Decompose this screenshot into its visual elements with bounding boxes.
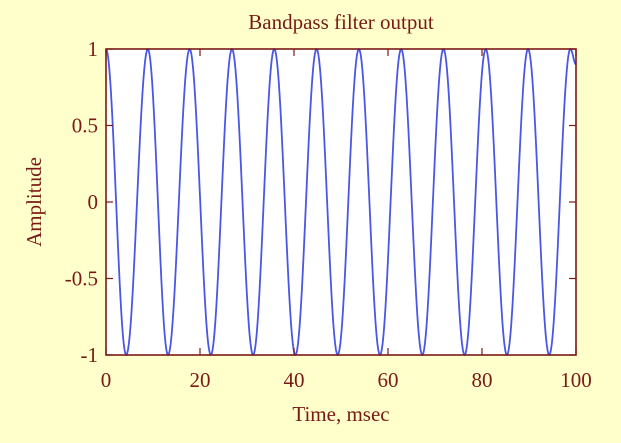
y-tick-label: 0 — [88, 190, 99, 214]
y-tick-label: -0.5 — [65, 267, 98, 291]
chart-title: Bandpass filter output — [248, 10, 434, 34]
plot-area — [106, 49, 576, 355]
x-tick-label: 0 — [101, 368, 112, 392]
x-tick-label: 20 — [190, 368, 211, 392]
x-tick-label: 100 — [560, 368, 592, 392]
series-line-1 — [105, 48, 577, 356]
x-axis-label: Time, msec — [292, 402, 389, 426]
y-tick-label: 0.5 — [72, 114, 98, 138]
x-tick-label: 40 — [284, 368, 305, 392]
x-tick-label: 60 — [378, 368, 399, 392]
ticks-layer: 0 20 40 60 80 100 1 0.5 0 -0.5 -1 — [65, 37, 592, 392]
x-tick-label: 80 — [472, 368, 493, 392]
series-layer — [105, 48, 577, 356]
y-axis-label: Amplitude — [22, 157, 46, 247]
y-tick-label: 1 — [88, 37, 99, 61]
y-tick-label: -1 — [81, 343, 99, 367]
